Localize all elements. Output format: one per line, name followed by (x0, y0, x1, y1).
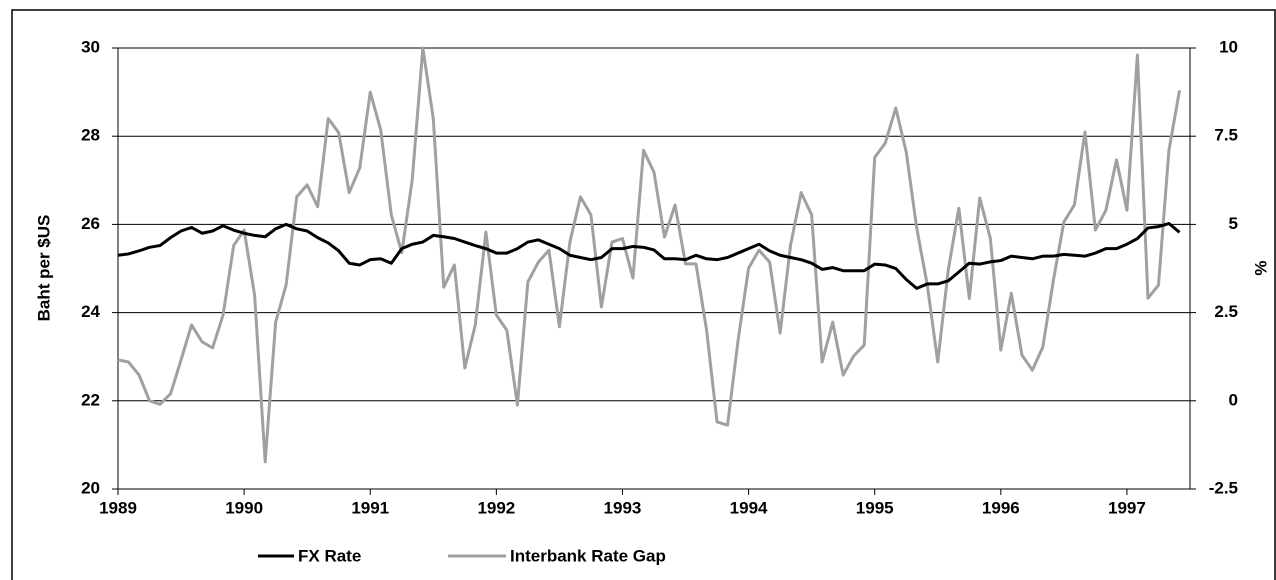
y2-tick-label: 5 (1229, 214, 1238, 233)
y2-tick-label: 10 (1219, 37, 1238, 56)
x-tick-label: 1989 (99, 498, 137, 517)
x-tick-label: 1993 (604, 498, 642, 517)
y2-tick-label: 0 (1229, 390, 1238, 409)
frame (11, 9, 1276, 580)
y2-tick-label: 7.5 (1214, 126, 1238, 145)
x-tick-label: 1995 (856, 498, 894, 517)
y-tick-label: 30 (81, 37, 100, 56)
x-tick-label: 1990 (225, 498, 263, 517)
y-tick-label: 28 (81, 126, 100, 145)
y-tick-label: 22 (81, 390, 100, 409)
y-tick-label: 26 (81, 214, 100, 233)
x-tick-label: 1997 (1108, 498, 1146, 517)
y2-tick-label: 2.5 (1214, 302, 1238, 321)
x-tick-label: 1994 (730, 498, 768, 517)
y2-tick-label: -2.5 (1209, 478, 1238, 497)
x-tick-label: 1992 (477, 498, 515, 517)
y2-axis-label: % (1251, 260, 1270, 275)
legend-label: FX Rate (298, 546, 361, 565)
legend-label: Interbank Rate Gap (510, 546, 666, 565)
line-series (117, 46, 1182, 464)
x-tick-label: 1991 (351, 498, 389, 517)
y-tick-label: 20 (81, 478, 100, 497)
x-tick-label: 1996 (982, 498, 1020, 517)
y-tick-label: 24 (81, 302, 100, 321)
y-axis-label: Baht per $US (34, 215, 53, 322)
line-series (117, 222, 1181, 290)
